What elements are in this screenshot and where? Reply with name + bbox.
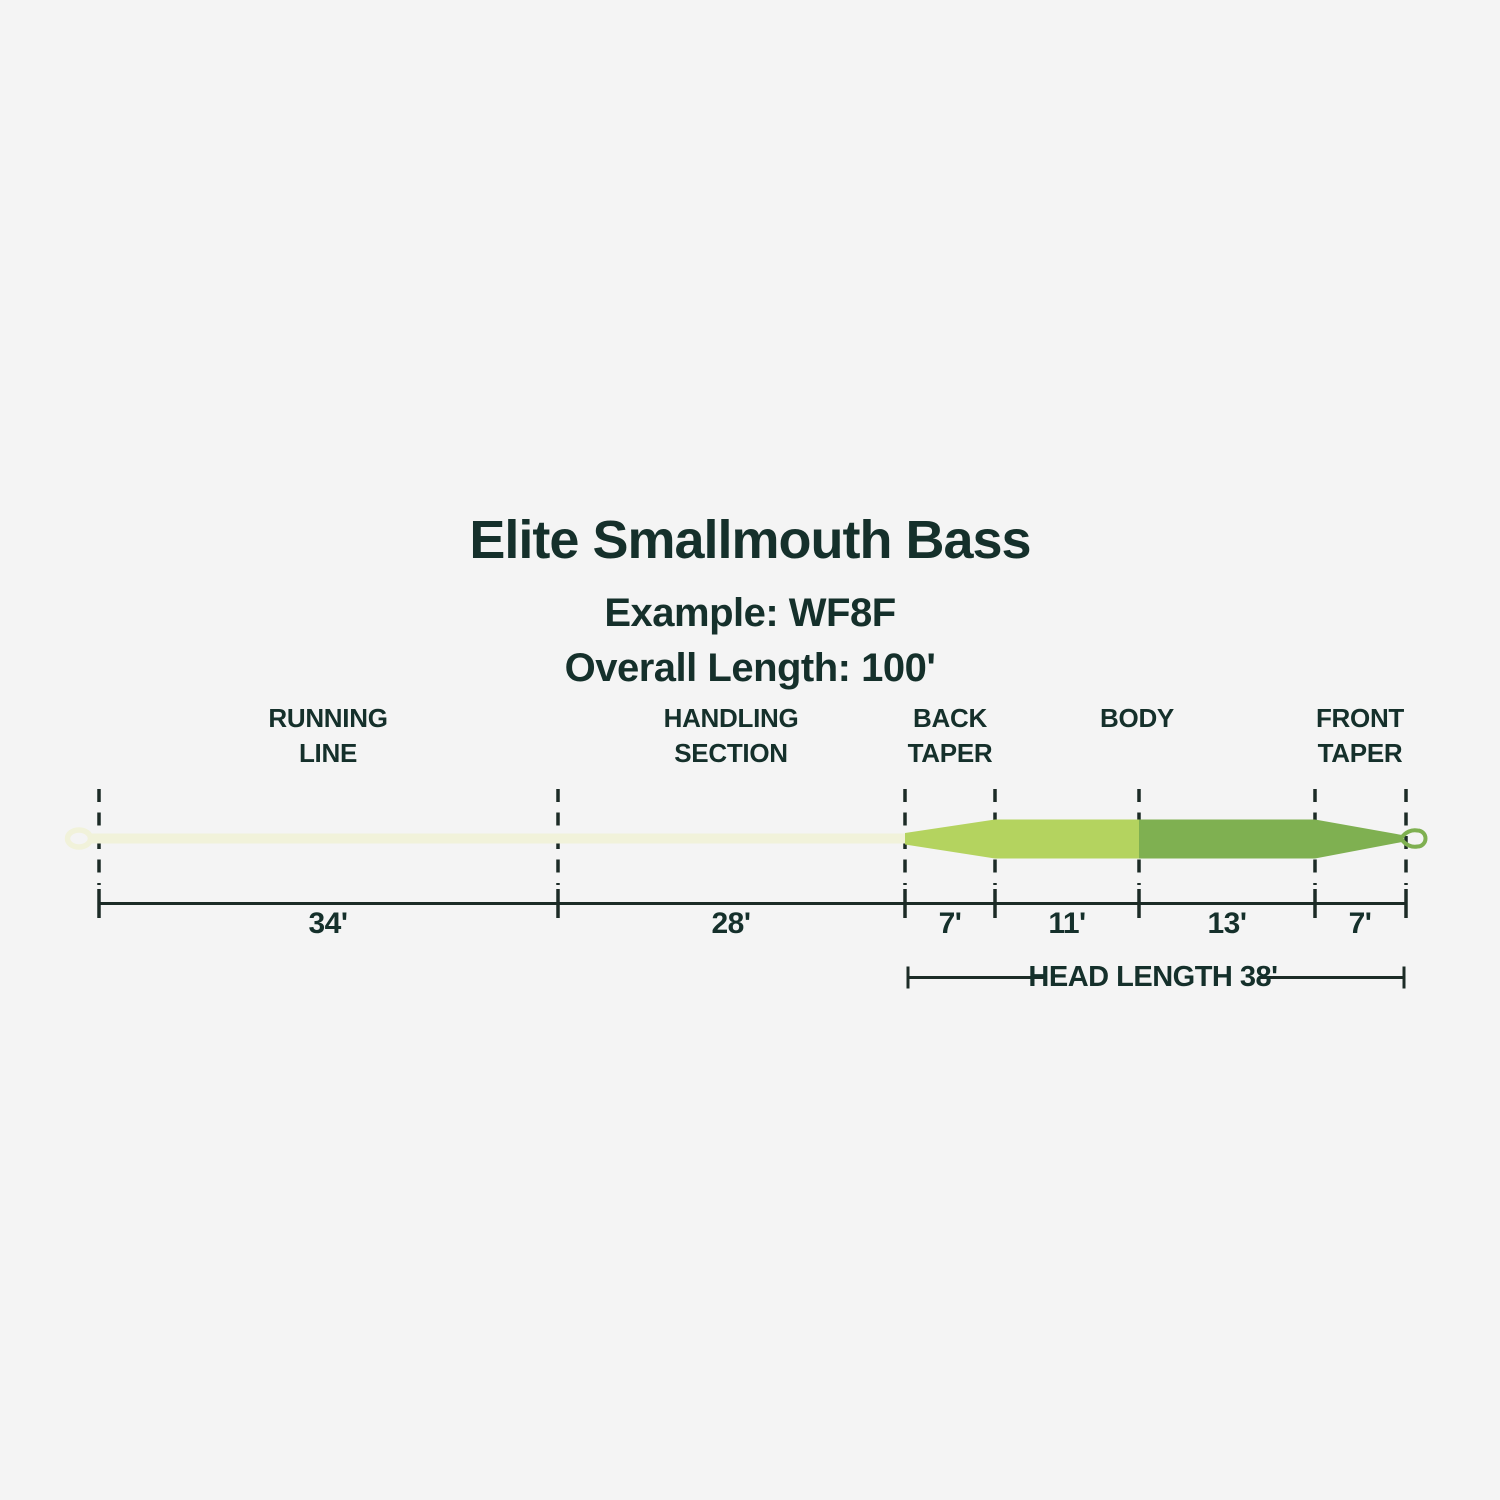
fly-line-profile xyxy=(64,819,1428,859)
section-label-front-taper: FRONT TAPER xyxy=(1315,703,1405,768)
rear-welded-loop xyxy=(64,827,94,850)
section-label-body: BODY xyxy=(1100,703,1174,733)
back-taper-and-rear-body-shape xyxy=(905,819,1139,859)
page-title: Elite Smallmouth Bass xyxy=(469,510,1031,570)
section-label-handling-section: HANDLING SECTION xyxy=(663,703,799,768)
section-label-back-taper: BACK TAPER xyxy=(907,703,993,768)
length-label-body-rear: 11' xyxy=(1048,907,1086,940)
head-length-label: HEAD LENGTH 38' xyxy=(1028,961,1278,993)
length-label-running-line: 34' xyxy=(308,907,348,940)
length-label-handling-section: 28' xyxy=(711,907,751,940)
head-length-bracket xyxy=(906,966,1406,989)
example-line-code: Example: WF8F xyxy=(604,591,896,635)
length-label-body-front: 13' xyxy=(1207,907,1247,940)
front-body-and-front-taper-shape xyxy=(1139,819,1402,859)
length-label-front-taper: 7' xyxy=(1348,907,1372,940)
front-welded-loop xyxy=(1399,828,1428,849)
section-label-running-line: RUNNING LINE xyxy=(268,703,388,768)
overall-length-text: Overall Length: 100' xyxy=(564,646,936,690)
measurement-ruler xyxy=(97,889,1408,918)
running-line-shape xyxy=(90,833,907,844)
length-label-back-taper: 7' xyxy=(938,907,962,940)
